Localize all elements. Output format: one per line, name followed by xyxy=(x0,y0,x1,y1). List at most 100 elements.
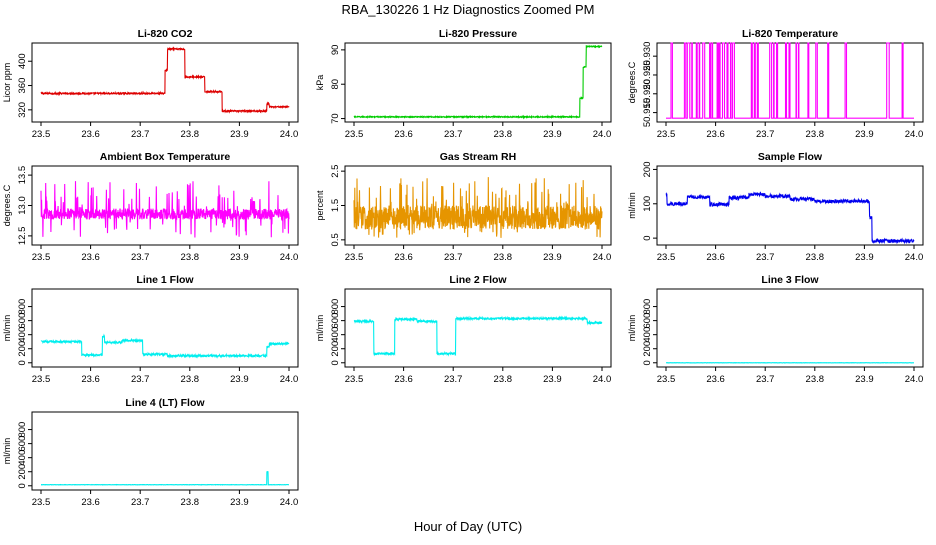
y-axis-label: ml/min xyxy=(627,192,637,219)
x-tick-label: 24.0 xyxy=(593,252,612,263)
x-tick-label: 23.9 xyxy=(855,129,874,140)
y-tick-label: 400 xyxy=(17,53,28,69)
y-tick-label: 100 xyxy=(642,196,653,212)
panel-title: Li-820 Pressure xyxy=(439,28,517,40)
x-tick-label: 23.7 xyxy=(444,252,463,263)
figure-title: RBA_130226 1 Hz Diagnostics Zoomed PM xyxy=(342,2,595,17)
panel-3: Li-820 Temperature 23.5 23.6 23.7 23.8 23.9 24… xyxy=(627,28,923,140)
y-tick-label: 0 xyxy=(642,235,653,240)
plot-frame xyxy=(345,43,611,122)
panel-title: Ambient Box Temperature xyxy=(100,151,231,163)
y-tick-label: 70 xyxy=(330,113,341,124)
y-tick-label: 800 xyxy=(642,299,653,315)
x-tick-label: 23.5 xyxy=(32,497,51,508)
x-tick-label: 24.0 xyxy=(905,129,924,140)
panel-title: Line 2 Flow xyxy=(449,274,507,286)
x-tick-label: 23.5 xyxy=(32,129,51,140)
y-tick-label: 2.5 xyxy=(330,165,341,178)
x-tick-label: 23.6 xyxy=(394,129,413,140)
x-tick-label: 23.7 xyxy=(756,129,775,140)
x-tick-label: 23.5 xyxy=(657,374,676,385)
x-tick-label: 23.9 xyxy=(543,374,562,385)
y-axis-label: percent xyxy=(315,190,325,221)
series-line xyxy=(41,472,289,485)
x-tick-label: 23.8 xyxy=(181,252,200,263)
panel-10: Line 4 (LT) Flow 23.5 23.6 23.7 23.8 23.9 24.0… xyxy=(2,397,298,508)
x-tick-label: 23.9 xyxy=(855,252,874,263)
x-tick-label: 23.8 xyxy=(494,374,513,385)
plot-frame xyxy=(32,412,298,490)
series-line xyxy=(666,193,914,243)
x-tick-label: 23.5 xyxy=(657,252,676,263)
series-line xyxy=(354,46,602,118)
y-tick-label: 360 xyxy=(17,78,28,94)
x-tick-label: 24.0 xyxy=(280,497,299,508)
y-tick-label: 80 xyxy=(330,79,341,90)
x-tick-label: 23.8 xyxy=(806,129,825,140)
x-tick-label: 23.6 xyxy=(81,252,100,263)
series-line xyxy=(666,43,914,118)
x-tick-label: 23.6 xyxy=(81,497,100,508)
y-tick-label: 0 xyxy=(642,360,653,365)
series-line xyxy=(41,48,289,111)
panel-title: Li-820 CO2 xyxy=(138,28,193,40)
x-tick-label: 23.9 xyxy=(230,129,249,140)
x-tick-label: 23.6 xyxy=(706,252,725,263)
x-tick-label: 23.9 xyxy=(230,252,249,263)
y-tick-label: 0 xyxy=(17,360,28,365)
plot-frame xyxy=(657,166,923,245)
y-tick-label: 90 xyxy=(330,45,341,56)
x-tick-label: 23.8 xyxy=(181,129,200,140)
x-tick-label: 23.6 xyxy=(81,129,100,140)
figure-xlabel: Hour of Day (UTC) xyxy=(414,519,522,534)
y-axis-label: ml/min xyxy=(2,438,12,465)
x-tick-label: 23.9 xyxy=(543,129,562,140)
x-tick-label: 24.0 xyxy=(593,129,612,140)
series-line xyxy=(354,318,602,355)
y-tick-label: 800 xyxy=(330,299,341,315)
y-axis-label: ml/min xyxy=(2,315,12,342)
x-tick-label: 23.6 xyxy=(394,374,413,385)
y-tick-label: 800 xyxy=(17,299,28,315)
y-axis-label: Licor ppm xyxy=(2,63,12,103)
x-tick-label: 24.0 xyxy=(280,374,299,385)
y-tick-label: 200 xyxy=(642,162,653,178)
x-tick-label: 23.8 xyxy=(181,497,200,508)
x-tick-label: 24.0 xyxy=(280,129,299,140)
x-tick-label: 23.8 xyxy=(806,374,825,385)
y-axis-label: ml/min xyxy=(627,315,637,342)
panel-title: Line 1 Flow xyxy=(136,274,194,286)
x-tick-label: 23.8 xyxy=(806,252,825,263)
x-tick-label: 23.9 xyxy=(230,497,249,508)
y-axis-label: degrees.C xyxy=(627,61,637,103)
x-tick-label: 23.7 xyxy=(131,129,150,140)
x-tick-label: 24.0 xyxy=(593,374,612,385)
x-tick-label: 23.7 xyxy=(756,374,775,385)
x-tick-label: 23.5 xyxy=(657,129,676,140)
x-tick-label: 23.6 xyxy=(706,374,725,385)
x-tick-label: 23.6 xyxy=(394,252,413,263)
y-tick-label: 0 xyxy=(17,483,28,488)
series-line xyxy=(41,336,289,357)
x-tick-label: 24.0 xyxy=(280,252,299,263)
x-tick-label: 23.5 xyxy=(345,129,364,140)
x-tick-label: 23.5 xyxy=(32,374,51,385)
y-axis-label: ml/min xyxy=(315,315,325,342)
x-tick-label: 23.6 xyxy=(706,129,725,140)
panel-title: Line 3 Flow xyxy=(761,274,819,286)
panel-title: Li-820 Temperature xyxy=(742,28,838,40)
panel-title: Line 4 (LT) Flow xyxy=(125,397,205,409)
x-tick-label: 23.9 xyxy=(230,374,249,385)
x-tick-label: 24.0 xyxy=(905,252,924,263)
plot-frame xyxy=(32,166,298,245)
x-tick-label: 23.7 xyxy=(131,497,150,508)
plot-frame xyxy=(657,289,923,367)
